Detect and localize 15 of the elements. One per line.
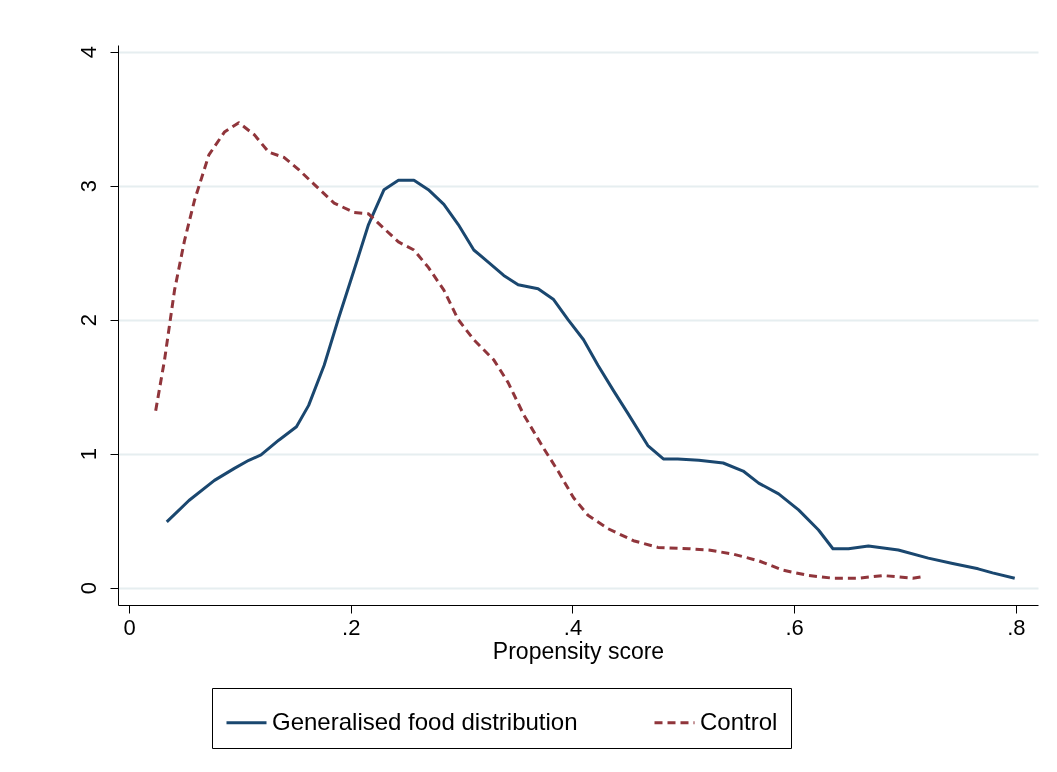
y-tick-label: 2 — [75, 314, 101, 327]
line-series — [165, 178, 1017, 580]
x-tick-label: .2 — [342, 614, 361, 640]
x-tick-label: 0 — [123, 614, 136, 640]
x-axis-title: Propensity score — [492, 637, 665, 664]
x-tick-label: .6 — [785, 614, 804, 640]
x-tick-label: .4 — [563, 614, 583, 640]
y-tick-label: 3 — [75, 180, 101, 193]
line-series — [154, 121, 924, 580]
y-tick-label: 0 — [75, 581, 101, 595]
y-tick-label: 4 — [75, 46, 101, 59]
x-tick-label: .8 — [1007, 614, 1026, 640]
legend-label: Generalised food distribution — [272, 707, 578, 735]
y-tick-label: 1 — [75, 447, 101, 461]
legend-label: Control — [700, 707, 778, 735]
